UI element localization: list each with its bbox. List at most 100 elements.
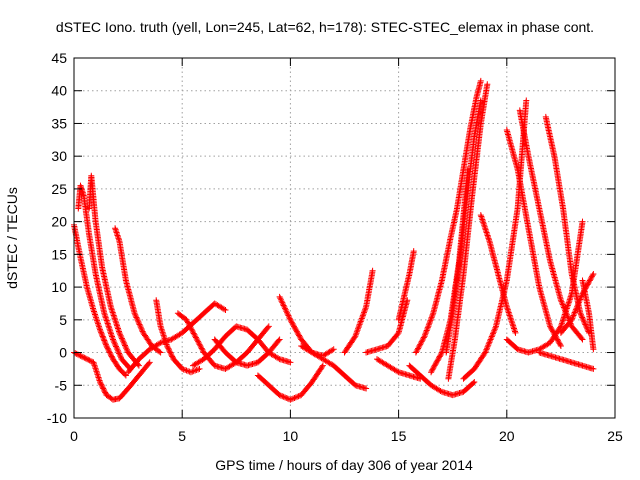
data-point (169, 353, 176, 360)
data-point (116, 350, 123, 357)
data-point (191, 331, 198, 338)
data-point (84, 356, 90, 363)
data-point (394, 368, 401, 375)
data-point (78, 353, 85, 360)
data-point (81, 354, 88, 361)
data-point (104, 344, 111, 351)
data-point (121, 341, 128, 348)
chart-title: dSTEC Iono. truth (yell, Lon=245, Lat=62… (56, 19, 594, 35)
data-point (97, 328, 104, 334)
data-point (369, 267, 376, 274)
data-point (80, 354, 87, 361)
data-point (319, 363, 325, 370)
data-point (419, 337, 426, 344)
data-point (280, 302, 287, 309)
data-point (114, 346, 121, 353)
data-point (483, 346, 490, 353)
data-point (414, 346, 421, 353)
data-point (264, 324, 271, 331)
data-point (199, 346, 206, 353)
data-point (296, 332, 303, 339)
data-point (114, 347, 121, 354)
data-point (581, 320, 588, 327)
series-arc (445, 81, 491, 382)
data-point (179, 365, 186, 372)
data-point (284, 311, 291, 318)
data-point (82, 355, 89, 362)
data-point (189, 327, 196, 334)
data-point (280, 301, 286, 308)
data-point (438, 350, 445, 357)
data-point (100, 385, 107, 392)
y-tick-label: -10 (47, 410, 67, 426)
data-point (477, 97, 484, 104)
series-arc (112, 225, 164, 356)
data-point (97, 379, 103, 385)
data-point (581, 318, 588, 325)
data-point (134, 317, 141, 324)
data-point (429, 313, 436, 320)
data-point (415, 344, 422, 351)
data-point (108, 352, 114, 359)
data-point (117, 331, 124, 338)
data-point (547, 324, 554, 331)
data-point (559, 300, 566, 307)
series-arc (71, 349, 153, 403)
data-point (422, 330, 429, 337)
data-point (424, 324, 431, 331)
data-point (589, 272, 596, 279)
data-point (578, 311, 584, 318)
data-point (156, 340, 163, 347)
data-point (477, 77, 484, 84)
data-point (166, 348, 173, 355)
data-point (557, 297, 564, 304)
data-point (287, 316, 294, 323)
data-point (196, 365, 203, 372)
series-arc (153, 297, 203, 376)
data-point (188, 326, 195, 333)
data-point (427, 317, 434, 324)
data-point (492, 324, 499, 331)
data-point (363, 385, 370, 392)
series-arc (460, 97, 530, 382)
data-point (557, 343, 564, 349)
data-point (101, 338, 108, 345)
data-point (107, 350, 114, 357)
series-arc (211, 336, 283, 369)
data-point (102, 389, 109, 396)
data-point (361, 308, 368, 315)
data-point (569, 313, 576, 320)
data-point (122, 343, 129, 350)
data-point (330, 346, 337, 353)
data-point (76, 352, 83, 359)
plot-frame (73, 57, 616, 419)
y-tick-label: 5 (59, 312, 67, 328)
data-point (580, 317, 587, 324)
data-point (291, 395, 298, 401)
series-arc (503, 127, 564, 349)
y-tick-label: -5 (55, 377, 68, 393)
data-point (293, 328, 300, 335)
data-point (98, 381, 105, 388)
data-point (282, 394, 288, 401)
data-point (98, 382, 105, 389)
data-point (101, 388, 108, 395)
data-point (120, 338, 127, 345)
data-point (221, 306, 228, 313)
data-point (185, 319, 191, 326)
data-point (135, 320, 142, 327)
data-point (135, 362, 142, 369)
data-point (119, 336, 126, 343)
data-point (329, 347, 336, 354)
data-point (291, 323, 297, 330)
data-point (484, 343, 491, 350)
data-point (137, 324, 144, 331)
data-point (431, 362, 438, 369)
x-tick-label: 0 (70, 428, 78, 444)
data-point (436, 354, 442, 361)
data-point (110, 337, 117, 344)
data-point (279, 393, 286, 400)
data-point (85, 356, 92, 363)
data-point (102, 341, 109, 348)
